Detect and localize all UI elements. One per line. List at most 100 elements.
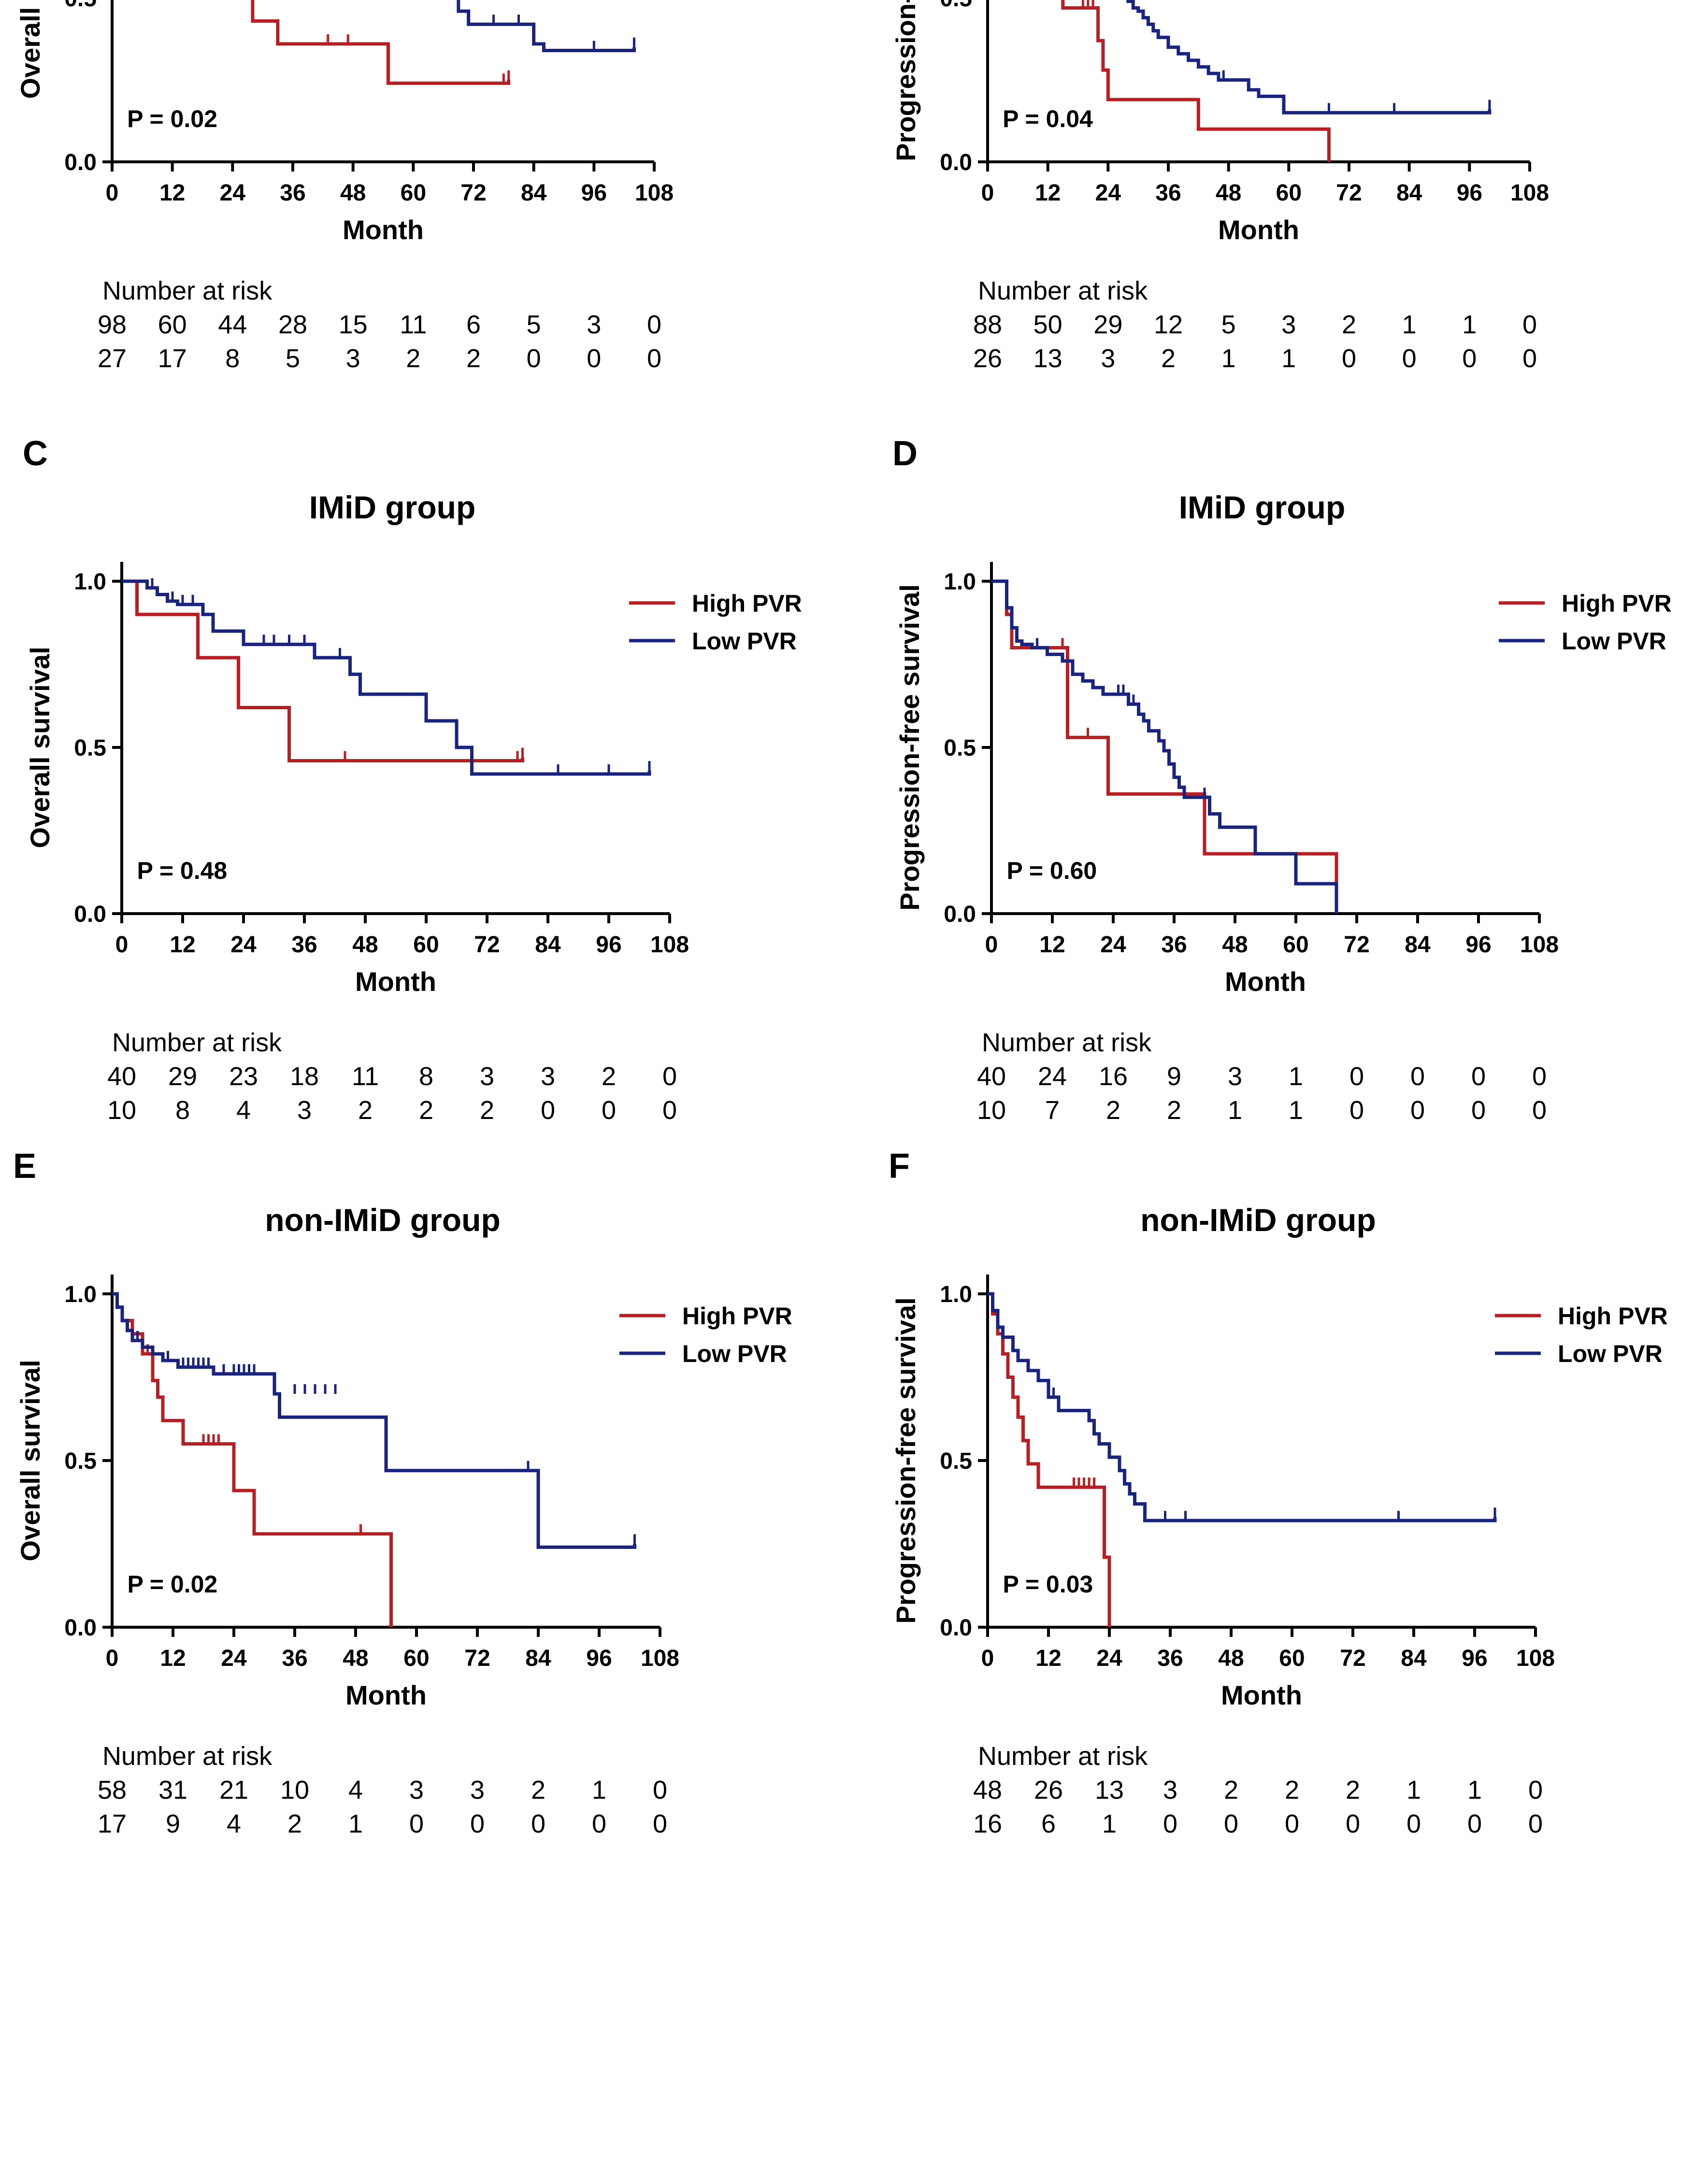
risk-count: 0 [531,1809,545,1838]
x-tick-label: 48 [1218,1646,1244,1671]
risk-count: 2 [480,1096,494,1125]
x-tick-label: 36 [1155,180,1181,206]
x-axis-label: Month [1218,215,1299,245]
risk-count: 3 [346,344,360,373]
x-tick-label: 24 [230,932,257,958]
x-tick-label: 72 [464,1646,490,1671]
x-tick-label: 96 [586,1646,612,1671]
x-tick-label: 24 [1096,1646,1122,1671]
x-tick-label: 12 [159,180,185,206]
x-tick-label: 96 [1457,180,1482,206]
risk-count: 17 [98,1809,127,1838]
risk-count: 2 [1167,1096,1181,1125]
x-tick-label: 84 [1405,932,1431,958]
x-tick-label: 96 [596,932,621,958]
risk-count: 0 [602,1096,616,1125]
risk-count: 0 [1402,344,1417,373]
x-tick-label: 24 [1100,932,1126,958]
risk-count: 24 [1038,1062,1067,1091]
panel-title: IMiD group [1179,489,1346,525]
x-tick-label: 12 [1035,1646,1061,1671]
x-tick-label: 60 [413,932,439,958]
risk-count: 4 [236,1096,251,1125]
risk-count: 1 [1407,1776,1421,1805]
x-axis-label: Month [355,966,436,997]
y-tick-label: 0.0 [64,1615,97,1641]
x-tick-label: 0 [106,1646,119,1671]
x-tick-label: 60 [1276,180,1302,206]
risk-count: 0 [1528,1776,1543,1805]
risk-count: 48 [973,1776,1002,1805]
x-tick-label: 108 [635,180,674,206]
legend-label: High PVR [692,590,802,617]
x-tick-label: 72 [460,180,486,206]
risk-count: 0 [1224,1809,1238,1838]
x-tick-label: 72 [1336,180,1362,206]
risk-count: 9 [1167,1062,1181,1091]
y-axis-label: Progression-free survival [894,584,925,910]
risk-count: 98 [98,310,127,339]
risk-count: 0 [1462,344,1477,373]
y-axis-label: Overall survival [15,0,45,99]
risk-count: 0 [653,1776,667,1805]
risk-count: 0 [1471,1096,1486,1125]
y-tick-label: 1.0 [64,1282,97,1307]
km-curve-high-pvr [251,0,511,85]
risk-count: 5 [527,310,541,339]
risk-count: 1 [1289,1062,1303,1091]
legend-label: High PVR [682,1303,792,1330]
x-axis-label: Month [345,1680,427,1710]
x-tick-label: 72 [1344,932,1369,958]
legend-label: Low PVR [1558,1340,1663,1367]
risk-count: 1 [1402,310,1417,339]
risk-count: 17 [158,344,187,373]
risk-count: 0 [1410,1062,1425,1091]
x-tick-label: 72 [474,932,500,958]
panel-letter: D [892,434,918,473]
y-tick-label: 1.0 [74,569,106,595]
x-tick-label: 60 [1279,1646,1305,1671]
risk-count: 16 [1099,1062,1128,1091]
risk-count: 0 [1349,1096,1364,1125]
risk-count: 29 [168,1062,197,1091]
risk-count: 3 [1281,310,1296,339]
x-tick-label: 60 [1283,932,1308,958]
km-curve-low-pvr [122,579,651,776]
legend-label: Low PVR [682,1340,787,1367]
risk-count: 4 [348,1776,363,1805]
x-tick-label: 36 [282,1646,307,1671]
y-tick-label: 0.0 [64,150,97,175]
y-tick-label: 0.5 [940,0,972,12]
x-tick-label: 84 [535,932,561,958]
risk-count: 10 [107,1096,136,1125]
y-tick-label: 1.0 [940,1282,972,1307]
risk-count: 2 [419,1096,433,1125]
risk-count: 2 [358,1096,373,1125]
y-tick-label: 1.0 [944,569,976,595]
km-curve-high-pvr [122,579,524,763]
risk-count: 1 [1289,1096,1303,1125]
km-curve-high-pvr [991,579,1338,914]
risk-count: 12 [1154,310,1183,339]
x-tick-label: 84 [1396,180,1422,206]
risk-count: 8 [419,1062,433,1091]
risk-count: 26 [973,344,1002,373]
risk-count: 23 [229,1062,258,1091]
risk-count: 1 [1281,344,1296,373]
risk-count: 28 [278,310,307,339]
risk-count: 11 [352,1062,379,1091]
risk-count: 5 [286,344,300,373]
panel-letter: E [13,1147,36,1186]
p-value: P = 0.48 [137,857,228,884]
x-tick-label: 12 [1039,932,1065,958]
y-tick-label: 0.5 [64,1448,97,1474]
risk-count: 0 [587,344,601,373]
y-axis-label: Overall survival [25,646,55,848]
risk-count: 0 [647,310,661,339]
risk-count: 0 [647,344,661,373]
km-curve-high-pvr [1061,0,1331,162]
y-tick-label: 0.0 [940,1615,972,1641]
panel-title: non-IMiD group [1140,1202,1376,1238]
risk-count: 0 [662,1096,677,1125]
